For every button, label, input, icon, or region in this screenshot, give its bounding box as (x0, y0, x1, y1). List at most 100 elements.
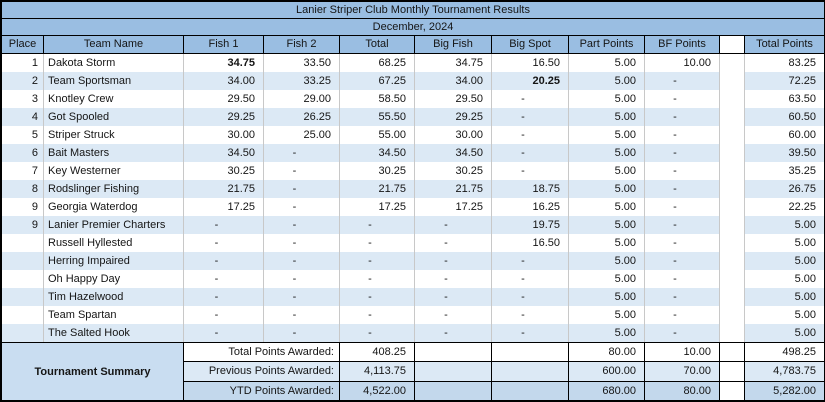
cell-fish2: 33.50 (264, 54, 340, 72)
cell-part-points: 5.00 (569, 144, 645, 162)
cell-place (2, 324, 44, 342)
cell-big-fish: 30.00 (415, 126, 492, 144)
cell-part-points: 5.00 (569, 54, 645, 72)
cell-total: - (340, 234, 415, 252)
cell-spacer (720, 288, 745, 306)
cell-total-points: 35.25 (745, 162, 824, 180)
cell-team: Dakota Storm (44, 54, 184, 72)
cell-fish1: 30.00 (184, 126, 264, 144)
cell-summary-big-spot (492, 343, 569, 362)
table-row: Russell Hyllested - - - -16.50 5.00-5.00 (2, 234, 824, 252)
cell-fish1: - (184, 270, 264, 288)
cell-spacer (720, 234, 745, 252)
cell-fish1: 29.50 (184, 90, 264, 108)
cell-part-points: 5.00 (569, 252, 645, 270)
cell-total-points: 5.00 (745, 216, 824, 234)
cell-total-points: 5.00 (745, 324, 824, 342)
cell-bf-points: - (645, 162, 720, 180)
cell-big-spot: - (492, 252, 569, 270)
cell-summary-total-points: 498.25 (745, 343, 824, 362)
cell-total: - (340, 252, 415, 270)
cell-summary-part-points: 80.00 (569, 343, 645, 362)
cell-team: Lanier Premier Charters (44, 216, 184, 234)
cell-total-points: 22.25 (745, 198, 824, 216)
cell-big-spot: - (492, 288, 569, 306)
cell-summary-total-points: 5,282.00 (745, 381, 824, 400)
cell-bf-points: - (645, 144, 720, 162)
tournament-summary-section: Tournament Summary Total Points Awarded:… (2, 342, 824, 400)
summary-rows: Total Points Awarded: 408.25 80.00 10.00… (184, 343, 824, 400)
cell-fish2: - (264, 144, 340, 162)
cell-bf-points: - (645, 108, 720, 126)
cell-place: 2 (2, 72, 44, 90)
cell-summary-part-points: 600.00 (569, 362, 645, 381)
cell-fish1: 21.75 (184, 180, 264, 198)
column-header-fish2: Fish 2 (264, 36, 340, 53)
cell-bf-points: - (645, 234, 720, 252)
cell-big-spot: - (492, 162, 569, 180)
cell-team: Knotley Crew (44, 90, 184, 108)
cell-bf-points: - (645, 324, 720, 342)
cell-place: 3 (2, 90, 44, 108)
table-row: 5 Striper Struck 30.00 25.00 55.00 30.00-5.00… (2, 126, 824, 144)
table-row: 8 Rodslinger Fishing 21.75-21.75 21.75 18.75… (2, 180, 824, 198)
table-row: 9 Georgia Waterdog 17.25-17.25 17.25 16.25 5.… (2, 198, 824, 216)
cell-total: 58.50 (340, 90, 415, 108)
cell-fish2: - (264, 324, 340, 342)
cell-bf-points: 10.00 (645, 54, 720, 72)
column-header-big-fish: Big Fish (415, 36, 492, 53)
cell-summary-spacer (720, 381, 745, 400)
cell-summary-bf-points: 80.00 (645, 381, 720, 400)
cell-fish1: - (184, 288, 264, 306)
cell-spacer (720, 324, 745, 342)
page-title: Lanier Striper Club Monthly Tournament R… (2, 2, 824, 19)
cell-total: - (340, 288, 415, 306)
cell-big-spot: - (492, 126, 569, 144)
cell-team: The Salted Hook (44, 324, 184, 342)
cell-fish1: - (184, 324, 264, 342)
cell-spacer (720, 216, 745, 234)
cell-part-points: 5.00 (569, 324, 645, 342)
tournament-summary-label: Tournament Summary (2, 343, 184, 400)
cell-spacer (720, 270, 745, 288)
cell-bf-points: - (645, 216, 720, 234)
cell-big-spot: 16.50 (492, 234, 569, 252)
cell-summary-big-fish (415, 343, 492, 362)
cell-team: Tim Hazelwood (44, 288, 184, 306)
cell-total-points: 5.00 (745, 270, 824, 288)
cell-big-fish: - (415, 270, 492, 288)
cell-team: Team Spartan (44, 306, 184, 324)
cell-fish1: 17.25 (184, 198, 264, 216)
cell-summary-big-fish (415, 381, 492, 400)
table-header-row: Place Team Name Fish 1 Fish 2 Total Big … (2, 36, 824, 54)
column-header-part-points: Part Points (569, 36, 645, 53)
cell-part-points: 5.00 (569, 216, 645, 234)
cell-team: Rodslinger Fishing (44, 180, 184, 198)
cell-bf-points: - (645, 306, 720, 324)
cell-fish2: - (264, 252, 340, 270)
cell-part-points: 5.00 (569, 162, 645, 180)
cell-total-points: 5.00 (745, 306, 824, 324)
cell-summary-bf-points: 70.00 (645, 362, 720, 381)
cell-total-points: 63.50 (745, 90, 824, 108)
cell-spacer (720, 306, 745, 324)
cell-big-spot: - (492, 90, 569, 108)
table-row: Tim Hazelwood - - - - -5.00-5.00 (2, 288, 824, 306)
cell-spacer (720, 126, 745, 144)
table-row: Team Spartan - - - - -5.00-5.00 (2, 306, 824, 324)
cell-fish1: - (184, 216, 264, 234)
cell-total-points: 83.25 (745, 54, 824, 72)
column-header-total-points: Total Points (745, 36, 824, 53)
cell-big-spot: - (492, 144, 569, 162)
cell-big-fish: 17.25 (415, 198, 492, 216)
cell-total-points: 5.00 (745, 252, 824, 270)
cell-big-spot: - (492, 324, 569, 342)
cell-bf-points: - (645, 270, 720, 288)
cell-big-fish: - (415, 324, 492, 342)
cell-spacer (720, 54, 745, 72)
cell-fish2: - (264, 288, 340, 306)
table-row: 9 Lanier Premier Charters - - - -19.75 5.00-5.… (2, 216, 824, 234)
table-row: 3 Knotley Crew 29.50 29.00 58.50 29.50-5.00-6… (2, 90, 824, 108)
cell-big-fish: 30.25 (415, 162, 492, 180)
